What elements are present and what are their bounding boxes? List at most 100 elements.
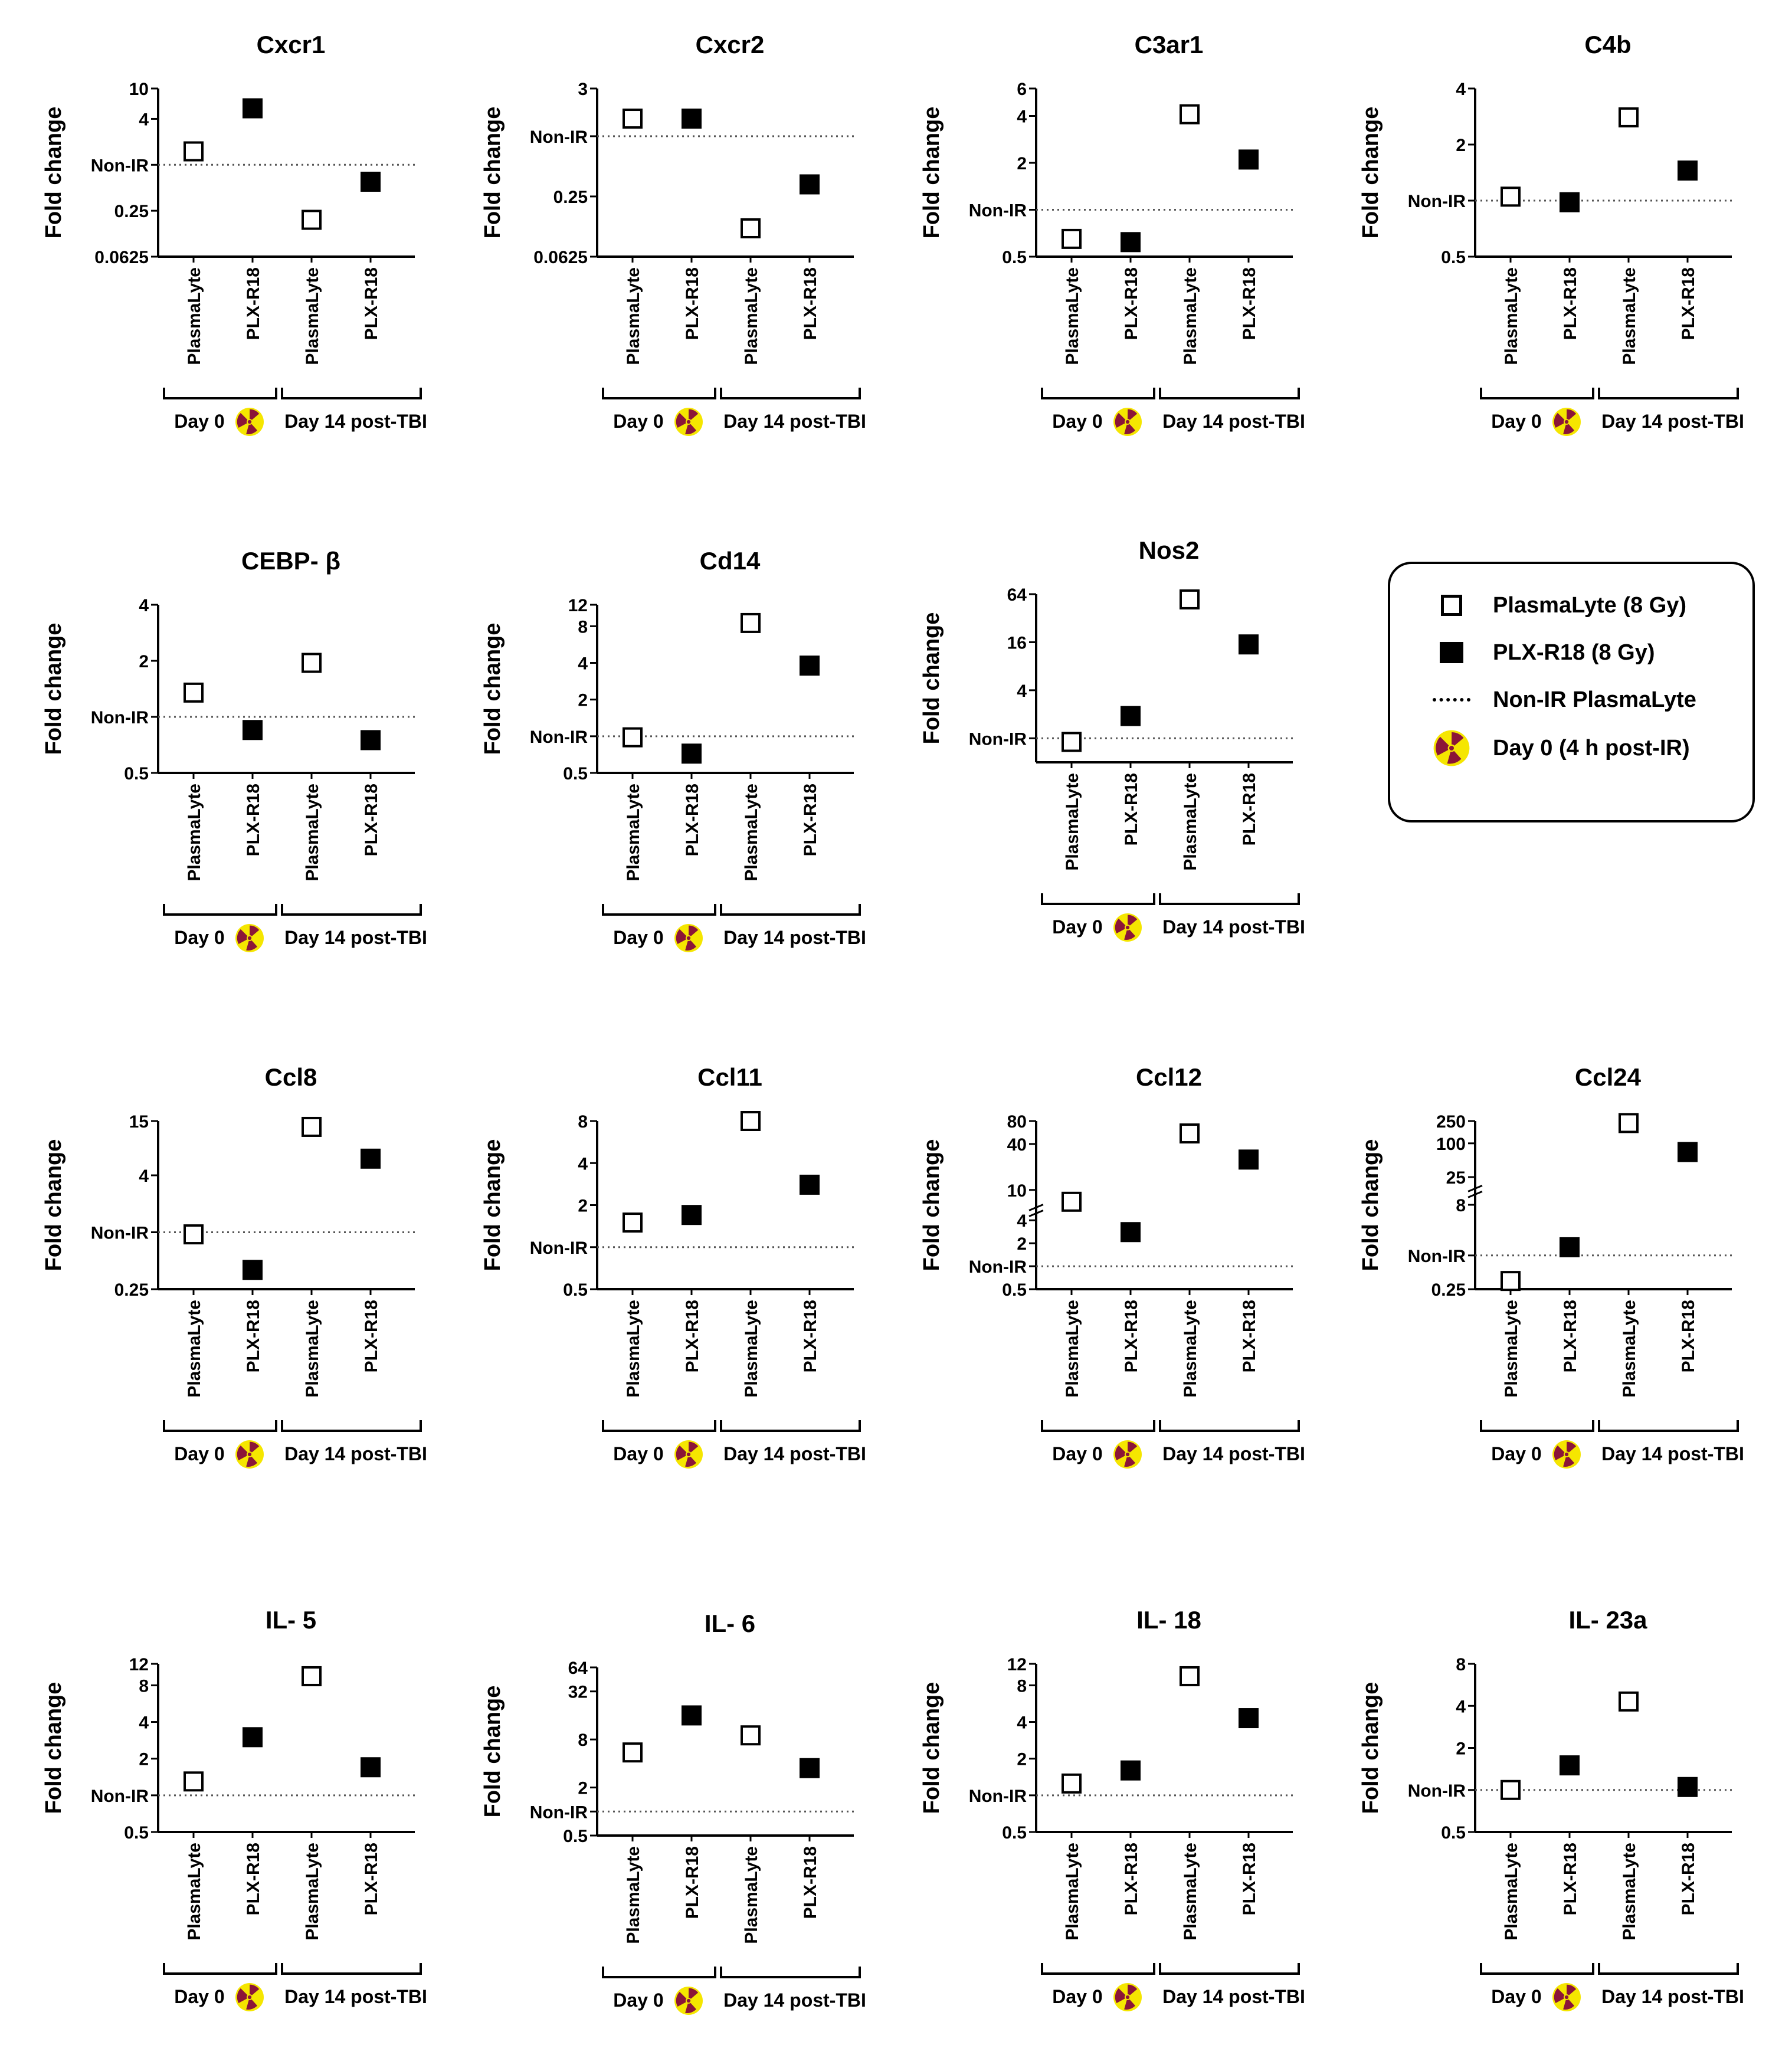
x-tick-label: PlasmaLyte	[303, 784, 322, 881]
data-point-plasmalyte	[184, 1771, 204, 1792]
x-tick-label: PlasmaLyte	[1063, 773, 1082, 871]
day0-bracket	[1480, 1963, 1594, 1975]
radiation-icon	[235, 408, 264, 436]
y-tick-label: 2	[139, 652, 149, 671]
x-tick-label: PLX-R18	[801, 1300, 820, 1372]
y-tick-label: 10	[129, 80, 149, 99]
chart-title: C4b	[1584, 31, 1631, 58]
radiation-icon	[1113, 1440, 1142, 1469]
day0-bracket	[602, 388, 716, 399]
y-axis-label: Fold change	[919, 1139, 944, 1271]
y-tick-label: 0.5	[1441, 248, 1466, 267]
x-tick-label: PlasmaLyte	[1063, 1843, 1082, 1941]
dotted-line-icon	[1433, 698, 1470, 702]
y-tick-label: 3	[578, 80, 588, 99]
y-tick-label: Non-IR	[91, 708, 149, 727]
y-tick-label: 0.5	[1002, 248, 1027, 267]
day0-label: Day 0	[1491, 1443, 1541, 1464]
y-tick-label: Non-IR	[1408, 1781, 1466, 1801]
data-point-plasmalyte	[302, 1116, 322, 1137]
y-tick-label: 8	[578, 1112, 588, 1132]
data-point-plasmalyte	[623, 1212, 643, 1233]
data-point-plx	[682, 743, 702, 764]
y-tick-label: 0.5	[563, 1827, 588, 1846]
y-tick-label: 4	[139, 596, 149, 615]
day14-label: Day 14 post-TBI	[284, 1443, 427, 1464]
x-tick-label: PLX-R18	[244, 267, 263, 340]
y-tick-label: 100	[1436, 1135, 1466, 1154]
radiation-icon	[1113, 1983, 1142, 2011]
data-point-plasmalyte	[623, 109, 643, 129]
data-point-plx	[1678, 1142, 1698, 1162]
y-tick-label: Non-IR	[1408, 192, 1466, 211]
data-point-plasmalyte	[741, 1111, 761, 1131]
y-tick-label: 80	[1007, 1112, 1027, 1132]
x-tick-label: PlasmaLyte	[1181, 1300, 1200, 1398]
y-tick-label: Non-IR	[969, 1257, 1027, 1277]
x-tick-label: PlasmaLyte	[303, 267, 322, 365]
y-tick-label: 10	[1007, 1181, 1027, 1201]
data-point-plx	[243, 1260, 263, 1280]
data-point-plasmalyte	[1501, 1779, 1521, 1800]
y-tick-label: 4	[578, 1154, 588, 1174]
day14-bracket	[281, 388, 422, 399]
x-tick-label: PLX-R18	[244, 784, 263, 856]
day14-bracket	[1159, 893, 1300, 905]
x-tick-label: PlasmaLyte	[185, 1843, 204, 1941]
y-tick-label: 12	[568, 596, 588, 615]
data-point-plx	[800, 656, 820, 676]
y-tick-label: 0.5	[563, 1280, 588, 1300]
data-point-plx	[682, 109, 702, 129]
y-axis-label: Fold change	[919, 1682, 944, 1814]
y-tick-label: 4	[1017, 1713, 1027, 1733]
day0-bracket	[1480, 388, 1594, 399]
legend-label: PLX-R18 (8 Gy)	[1493, 640, 1655, 665]
x-tick-label: PLX-R18	[1679, 1843, 1698, 1915]
day0-label: Day 0	[1491, 411, 1541, 432]
chart-title: IL- 5	[266, 1606, 316, 1634]
x-tick-label: PlasmaLyte	[185, 267, 204, 365]
y-tick-label: Non-IR	[969, 729, 1027, 749]
y-axis-label: Fold change	[480, 623, 505, 755]
day0-label: Day 0	[1052, 1986, 1102, 2007]
day0-bracket	[1041, 388, 1155, 399]
y-tick-label: 2	[1456, 1739, 1466, 1759]
day0-label: Day 0	[174, 1443, 224, 1464]
y-tick-label: Non-IR	[1408, 1247, 1466, 1266]
data-point-plasmalyte	[1062, 732, 1082, 752]
y-tick-label: 12	[1007, 1655, 1027, 1674]
y-tick-label: 4	[1456, 80, 1466, 99]
data-point-plx	[1239, 1708, 1259, 1729]
day0-label: Day 0	[613, 1443, 663, 1464]
day14-bracket	[281, 1420, 422, 1432]
x-tick-label: PlasmaLyte	[1620, 1300, 1639, 1398]
data-point-plasmalyte	[1619, 1691, 1639, 1712]
y-tick-label: Non-IR	[91, 1224, 149, 1243]
y-tick-label: 0.0625	[533, 248, 588, 267]
day14-bracket	[1598, 1420, 1739, 1432]
day14-label: Day 14 post-TBI	[1162, 1443, 1305, 1464]
x-tick-label: PlasmaLyte	[1502, 1843, 1521, 1941]
radiation-icon	[1552, 1440, 1581, 1469]
data-point-plx	[1121, 1222, 1141, 1243]
day14-bracket	[1598, 1963, 1739, 1975]
panel-il-23a: IL- 23a Fold change 8 4 2 Non-IR 0.5 PlasmaLyte…	[1358, 1606, 1744, 2011]
day14-label: Day 14 post-TBI	[1601, 1986, 1744, 2007]
data-point-plx	[1560, 1237, 1580, 1257]
y-tick-label: 25	[1446, 1168, 1466, 1188]
day0-label: Day 0	[1491, 1986, 1541, 2007]
legend-item-nonir: Non-IR PlasmaLyte	[1433, 682, 1696, 717]
x-tick-label: PlasmaLyte	[742, 1300, 761, 1398]
data-point-plasmalyte	[623, 727, 643, 748]
x-tick-label: PlasmaLyte	[185, 784, 204, 881]
data-point-plx	[243, 1727, 263, 1748]
data-point-plasmalyte	[1619, 1113, 1639, 1133]
y-tick-label: 8	[1017, 1676, 1027, 1696]
day14-bracket	[720, 1967, 861, 1978]
panel-ccl11: Ccl11 Fold change 8 4 2 Non-IR 0.5 PlasmaLyte PL…	[480, 1063, 866, 1469]
y-tick-label: 8	[578, 617, 588, 637]
y-tick-label: 40	[1007, 1135, 1027, 1155]
axis-break-mark	[1028, 1204, 1044, 1217]
data-point-plasmalyte	[741, 612, 761, 633]
y-tick-label: 2	[578, 1197, 588, 1216]
